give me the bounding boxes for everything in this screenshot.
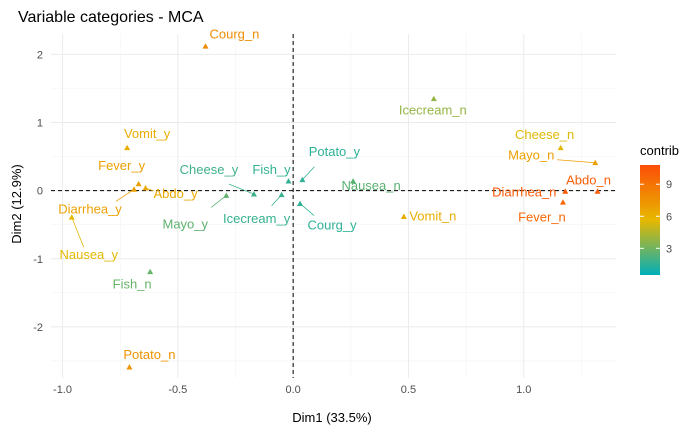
y-tick-label: -1 bbox=[33, 254, 43, 266]
label-courg-n: Courg_n bbox=[210, 26, 260, 41]
label-abdo-y: Abdo_y bbox=[154, 186, 199, 201]
point-mayo-y bbox=[223, 192, 230, 198]
y-tick-label: -2 bbox=[33, 322, 43, 334]
point-vomit-n bbox=[400, 213, 407, 219]
label-diarrhea-y: Diarrhea_y bbox=[58, 201, 122, 216]
label-abdo-n: Abdo_n bbox=[566, 172, 611, 187]
label-nausea-n: Nausea_n bbox=[341, 178, 400, 193]
x-tick-label: 0.0 bbox=[285, 384, 300, 396]
y-tick-label: 0 bbox=[37, 186, 43, 198]
connector-potato-y bbox=[302, 166, 315, 181]
point-nausea-n bbox=[350, 178, 357, 184]
point-cheese-y bbox=[250, 191, 257, 197]
legend-tick-label: 9 bbox=[666, 179, 672, 191]
legend-tick-label: 6 bbox=[666, 211, 672, 223]
legend: contrib 3 6 9 bbox=[640, 143, 679, 275]
label-potato-y: Potato_y bbox=[309, 144, 361, 159]
point-icecream-y bbox=[278, 191, 285, 198]
point-courg-n bbox=[202, 43, 209, 49]
point-cheese-n bbox=[557, 144, 564, 151]
x-tick-label: 1.0 bbox=[516, 384, 531, 396]
point-mayo-n bbox=[592, 159, 599, 166]
legend-ticks: 3 6 9 bbox=[640, 179, 672, 255]
y-axis-title: Dim2 (12.9%) bbox=[9, 164, 24, 243]
point-labels: Courg_n Icecream_n Vomit_y Cheese_n Mayo_n Po… bbox=[58, 26, 611, 362]
label-mayo-n: Mayo_n bbox=[508, 148, 554, 163]
label-courg-y: Courg_y bbox=[307, 218, 357, 233]
label-fever-n: Fever_n bbox=[518, 209, 566, 224]
label-icecream-y: Icecream_y bbox=[223, 211, 291, 226]
label-fish-y: Fish_y bbox=[252, 162, 291, 177]
y-tick-label: 1 bbox=[37, 118, 43, 130]
y-tick-label: 2 bbox=[37, 49, 43, 61]
point-nausea-y bbox=[68, 214, 75, 220]
connector-mayo-n bbox=[557, 159, 596, 164]
legend-colorbar bbox=[640, 165, 660, 275]
point-potato-n bbox=[126, 364, 133, 370]
grid bbox=[51, 34, 616, 378]
point-fish-y bbox=[285, 178, 292, 184]
legend-tick-label: 3 bbox=[666, 243, 672, 255]
label-cheese-y: Cheese_y bbox=[180, 162, 239, 177]
label-fever-y: Fever_y bbox=[98, 158, 145, 173]
y-axis-ticks: -2 -1 0 1 2 bbox=[33, 49, 43, 333]
point-fish-n bbox=[147, 268, 154, 275]
point-diarrhea-n bbox=[562, 188, 569, 194]
x-axis-title: Dim1 (33.5%) bbox=[292, 410, 371, 425]
x-axis-ticks: -1.0 -0.5 0.0 0.5 1.0 bbox=[53, 384, 531, 396]
x-tick-label: -1.0 bbox=[53, 384, 72, 396]
connector-diarrhea-y bbox=[115, 188, 135, 202]
point-abdo-y bbox=[142, 184, 149, 191]
x-tick-label: -0.5 bbox=[168, 384, 187, 396]
label-connectors bbox=[71, 159, 596, 248]
connector-cheese-y bbox=[228, 183, 255, 195]
point-courg-y bbox=[297, 200, 304, 207]
label-fish-n: Fish_n bbox=[113, 277, 152, 292]
legend-title: contrib bbox=[640, 143, 679, 158]
label-nausea-y: Nausea_y bbox=[59, 247, 118, 262]
label-vomit-n: Vomit_n bbox=[409, 209, 456, 224]
reference-lines bbox=[51, 34, 616, 378]
point-diarrhea-y bbox=[131, 186, 138, 192]
x-tick-label: 0.5 bbox=[401, 384, 416, 396]
chart-title: Variable categories - MCA bbox=[18, 9, 204, 26]
point-potato-y bbox=[299, 176, 306, 183]
label-icecream-n: Icecream_n bbox=[399, 103, 467, 118]
label-mayo-y: Mayo_y bbox=[162, 216, 208, 231]
label-diarrhea-n: Diarrhea_n bbox=[492, 184, 556, 199]
point-icecream-n bbox=[430, 95, 437, 102]
point-vomit-y bbox=[124, 144, 131, 151]
label-potato-n: Potato_n bbox=[123, 347, 175, 362]
point-fever-y bbox=[135, 180, 142, 187]
data-points bbox=[68, 43, 601, 370]
point-fever-n bbox=[559, 199, 566, 205]
connector-nausea-y bbox=[71, 217, 85, 248]
point-abdo-n bbox=[594, 188, 601, 194]
label-vomit-y: Vomit_y bbox=[124, 126, 171, 141]
label-cheese-n: Cheese_n bbox=[515, 127, 574, 142]
